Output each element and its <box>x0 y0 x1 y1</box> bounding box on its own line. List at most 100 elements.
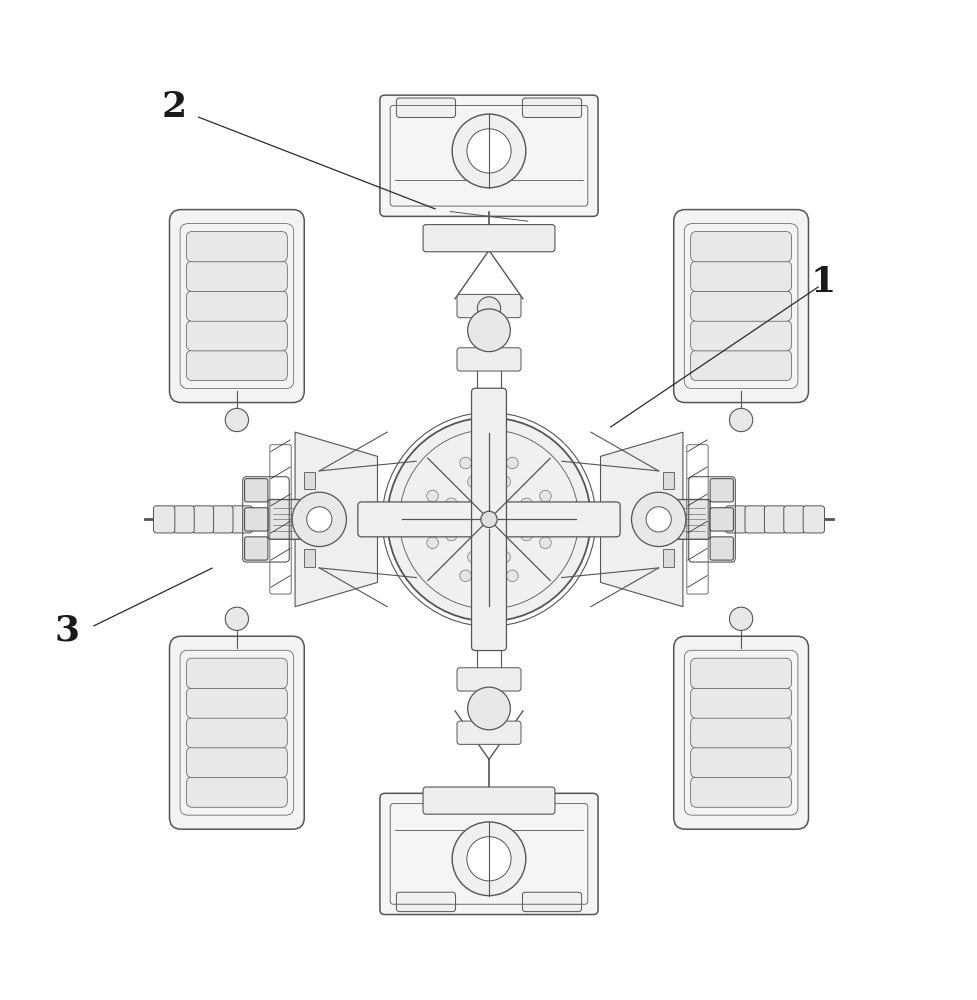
FancyBboxPatch shape <box>379 95 598 216</box>
FancyBboxPatch shape <box>268 500 303 539</box>
Circle shape <box>631 492 685 547</box>
FancyBboxPatch shape <box>690 291 790 321</box>
FancyBboxPatch shape <box>211 506 233 533</box>
Circle shape <box>477 690 500 713</box>
Text: 3: 3 <box>55 614 80 648</box>
Circle shape <box>539 537 551 549</box>
Circle shape <box>451 114 526 188</box>
FancyBboxPatch shape <box>187 777 287 807</box>
Circle shape <box>467 551 479 563</box>
FancyBboxPatch shape <box>690 718 790 748</box>
FancyBboxPatch shape <box>744 506 766 533</box>
Circle shape <box>225 607 248 630</box>
FancyBboxPatch shape <box>187 688 287 718</box>
Circle shape <box>521 529 531 541</box>
Circle shape <box>225 408 248 432</box>
FancyBboxPatch shape <box>690 747 790 778</box>
Circle shape <box>477 297 500 320</box>
FancyBboxPatch shape <box>709 508 733 531</box>
FancyBboxPatch shape <box>474 454 503 487</box>
Circle shape <box>459 570 471 582</box>
Polygon shape <box>600 432 682 607</box>
FancyBboxPatch shape <box>709 537 733 560</box>
FancyBboxPatch shape <box>690 321 790 351</box>
FancyBboxPatch shape <box>474 416 503 449</box>
FancyBboxPatch shape <box>187 291 287 321</box>
FancyBboxPatch shape <box>709 479 733 502</box>
FancyBboxPatch shape <box>244 508 268 531</box>
Bar <box>661 549 673 567</box>
Circle shape <box>498 551 510 563</box>
Circle shape <box>446 529 456 541</box>
FancyBboxPatch shape <box>187 350 287 381</box>
FancyBboxPatch shape <box>690 261 790 292</box>
FancyBboxPatch shape <box>725 506 746 533</box>
Circle shape <box>307 507 331 532</box>
Circle shape <box>467 309 510 352</box>
FancyBboxPatch shape <box>522 892 581 912</box>
Bar <box>661 472 673 489</box>
Circle shape <box>426 537 438 549</box>
FancyBboxPatch shape <box>673 636 808 829</box>
FancyBboxPatch shape <box>690 658 790 688</box>
Circle shape <box>467 687 510 730</box>
FancyBboxPatch shape <box>169 210 304 403</box>
Circle shape <box>426 490 438 502</box>
Circle shape <box>481 511 496 528</box>
FancyBboxPatch shape <box>471 388 506 651</box>
FancyBboxPatch shape <box>358 502 619 537</box>
Circle shape <box>451 822 526 896</box>
Circle shape <box>729 607 752 630</box>
FancyBboxPatch shape <box>456 668 521 691</box>
Circle shape <box>459 457 471 469</box>
FancyBboxPatch shape <box>474 590 503 623</box>
FancyBboxPatch shape <box>690 350 790 381</box>
FancyBboxPatch shape <box>169 636 304 829</box>
FancyBboxPatch shape <box>783 506 804 533</box>
Circle shape <box>446 498 456 510</box>
Circle shape <box>466 837 511 881</box>
FancyBboxPatch shape <box>423 787 554 814</box>
Circle shape <box>387 418 590 621</box>
Circle shape <box>292 492 346 547</box>
FancyBboxPatch shape <box>187 232 287 262</box>
FancyBboxPatch shape <box>396 892 455 912</box>
FancyBboxPatch shape <box>231 506 252 533</box>
FancyBboxPatch shape <box>474 551 503 584</box>
Circle shape <box>729 408 752 432</box>
FancyBboxPatch shape <box>379 793 598 915</box>
FancyBboxPatch shape <box>187 658 287 688</box>
Bar <box>304 549 316 567</box>
FancyBboxPatch shape <box>187 261 287 292</box>
Circle shape <box>466 129 511 173</box>
FancyBboxPatch shape <box>456 348 521 371</box>
FancyBboxPatch shape <box>173 506 194 533</box>
Circle shape <box>467 476 479 488</box>
FancyBboxPatch shape <box>674 500 709 539</box>
FancyBboxPatch shape <box>396 98 455 117</box>
FancyBboxPatch shape <box>187 321 287 351</box>
Circle shape <box>498 476 510 488</box>
FancyBboxPatch shape <box>187 747 287 778</box>
Text: 1: 1 <box>810 265 835 299</box>
FancyBboxPatch shape <box>522 98 581 117</box>
Circle shape <box>521 498 531 510</box>
Bar <box>304 472 316 489</box>
FancyBboxPatch shape <box>423 225 554 252</box>
FancyBboxPatch shape <box>690 688 790 718</box>
FancyBboxPatch shape <box>192 506 213 533</box>
Circle shape <box>646 507 670 532</box>
Polygon shape <box>371 402 606 636</box>
FancyBboxPatch shape <box>673 210 808 403</box>
FancyBboxPatch shape <box>456 721 521 744</box>
FancyBboxPatch shape <box>764 506 785 533</box>
FancyBboxPatch shape <box>244 479 268 502</box>
Text: 2: 2 <box>161 90 187 124</box>
FancyBboxPatch shape <box>690 232 790 262</box>
FancyBboxPatch shape <box>187 718 287 748</box>
FancyBboxPatch shape <box>802 506 824 533</box>
Polygon shape <box>295 432 377 607</box>
FancyBboxPatch shape <box>690 777 790 807</box>
FancyBboxPatch shape <box>456 294 521 318</box>
Circle shape <box>506 457 518 469</box>
